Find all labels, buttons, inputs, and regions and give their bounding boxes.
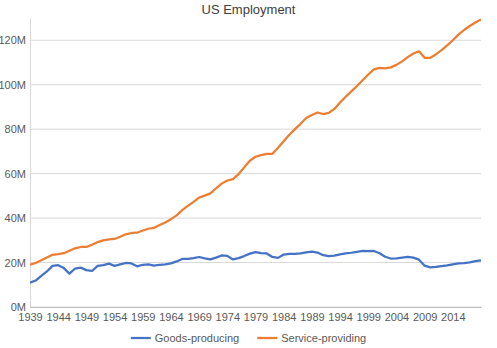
- legend-item: Service-providing: [257, 332, 366, 344]
- x-tick-label: 1959: [131, 311, 155, 323]
- grid: [30, 40, 481, 307]
- x-tick: 1999: [357, 307, 381, 323]
- grid-line: [30, 218, 481, 219]
- y-tick: 100M: [0, 79, 30, 91]
- y-tick-label: 40M: [5, 212, 26, 224]
- y-tick-label: 120M: [0, 34, 26, 46]
- legend-label: Goods-producing: [155, 332, 239, 344]
- x-tick: 1964: [159, 307, 183, 323]
- y-tick: 20M: [5, 257, 30, 269]
- y-tick-label: 60M: [5, 168, 26, 180]
- x-tick: 1989: [300, 307, 324, 323]
- x-tick-label: 1989: [300, 311, 324, 323]
- x-tick: 1959: [131, 307, 155, 323]
- series-line: [30, 251, 481, 283]
- legend-item: Goods-producing: [131, 332, 239, 344]
- x-tick: 1949: [75, 307, 99, 323]
- legend: Goods-producing Service-providing: [131, 332, 366, 344]
- y-tick: 120M: [0, 34, 30, 46]
- x-tick-label: 1964: [159, 311, 183, 323]
- x-tick-label: 1999: [357, 311, 381, 323]
- x-tick-label: 1949: [75, 311, 99, 323]
- legend-swatch: [131, 337, 151, 339]
- y-tick: 60M: [5, 168, 30, 180]
- x-tick-label: 2009: [413, 311, 437, 323]
- x-axis-line: [31, 307, 482, 308]
- x-tick: 1954: [103, 307, 127, 323]
- y-tick-label: 20M: [5, 257, 26, 269]
- grid-line: [30, 40, 481, 41]
- x-tick-label: 1974: [216, 311, 240, 323]
- grid-line: [30, 262, 481, 263]
- plot-area: [30, 20, 481, 283]
- x-tick-label: 1979: [244, 311, 268, 323]
- grid-line: [30, 129, 481, 130]
- x-tick-label: 1984: [272, 311, 296, 323]
- x-tick-label: 1994: [328, 311, 352, 323]
- x-tick: 1939: [18, 307, 42, 323]
- y-tick: 40M: [5, 212, 30, 224]
- x-tick-label: 1939: [18, 311, 42, 323]
- x-axis: 1939 1944 1949 1954 1959 1964 1969 1974 1979 1984…: [18, 307, 481, 323]
- x-tick: 2014: [441, 307, 465, 323]
- y-tick: 80M: [5, 123, 30, 135]
- y-tick-label: 100M: [0, 79, 26, 91]
- y-axis: 0M20M40M60M80M100M120M: [0, 19, 31, 314]
- chart: US Employment0M20M40M60M80M100M120M19391…: [0, 0, 497, 348]
- x-tick: 2009: [413, 307, 437, 323]
- x-tick-label: 1954: [103, 311, 127, 323]
- y-tick-label: 80M: [5, 123, 26, 135]
- legend-label: Service-providing: [281, 332, 366, 344]
- x-tick-label: 1944: [46, 311, 70, 323]
- grid-line: [30, 307, 481, 308]
- x-tick: 1979: [244, 307, 268, 323]
- x-tick: 1994: [328, 307, 352, 323]
- x-tick-label: 2014: [441, 311, 465, 323]
- series-line: [30, 20, 481, 265]
- legend-swatch: [257, 337, 277, 339]
- x-tick: 1974: [216, 307, 240, 323]
- x-tick: 1944: [46, 307, 70, 323]
- x-tick-label: 1969: [187, 311, 211, 323]
- x-tick: 2004: [385, 307, 409, 323]
- x-tick: 1984: [272, 307, 296, 323]
- title: US Employment: [202, 2, 296, 17]
- x-tick: 1969: [187, 307, 211, 323]
- grid-line: [30, 84, 481, 85]
- x-tick-label: 2004: [385, 311, 409, 323]
- grid-line: [30, 173, 481, 174]
